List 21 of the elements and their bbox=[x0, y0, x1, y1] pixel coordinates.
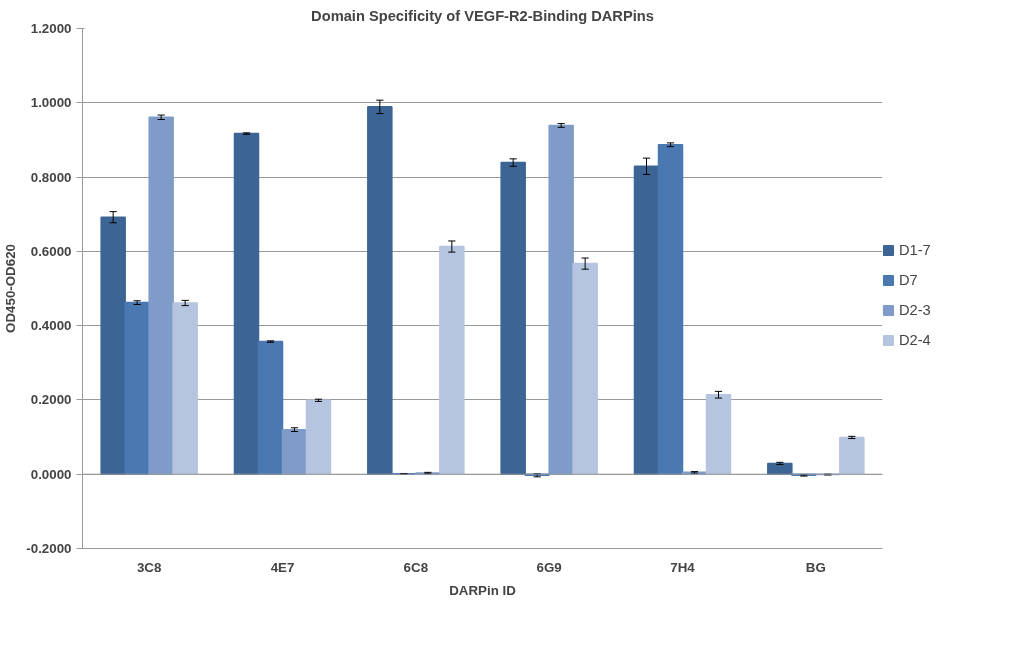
y-tick-label: 1.0000 bbox=[30, 95, 72, 111]
legend-label: D2-4 bbox=[899, 332, 931, 348]
y-tick-label: 0.2000 bbox=[30, 392, 72, 408]
y-tick-label: 0.6000 bbox=[30, 243, 72, 259]
y-tick-label: -0.2000 bbox=[26, 541, 72, 556]
y-axis-title: OD450-OD620 bbox=[3, 244, 19, 333]
x-axis-title: DARPin ID bbox=[449, 582, 517, 598]
x-tick-label: 6C8 bbox=[403, 559, 429, 575]
y-tick-label: 0.8000 bbox=[30, 169, 72, 185]
x-tick-label: 4E7 bbox=[270, 559, 295, 575]
x-tick-label: BG bbox=[805, 559, 826, 575]
chart-title: Domain Specificity of VEGF-R2-Binding DARPins bbox=[311, 7, 654, 24]
legend-label: D7 bbox=[899, 272, 919, 288]
y-tick-label: 0.0000 bbox=[30, 466, 72, 482]
y-tick-label: 0.4000 bbox=[30, 318, 72, 334]
y-tick-label: 1.2000 bbox=[30, 21, 72, 36]
x-tick-label: 7H4 bbox=[670, 559, 696, 575]
x-tick-label: 6G9 bbox=[536, 559, 562, 575]
legend-label: D1-7 bbox=[899, 242, 931, 258]
legend-label: D2-3 bbox=[899, 302, 931, 318]
x-tick-label: 3C8 bbox=[136, 559, 162, 575]
